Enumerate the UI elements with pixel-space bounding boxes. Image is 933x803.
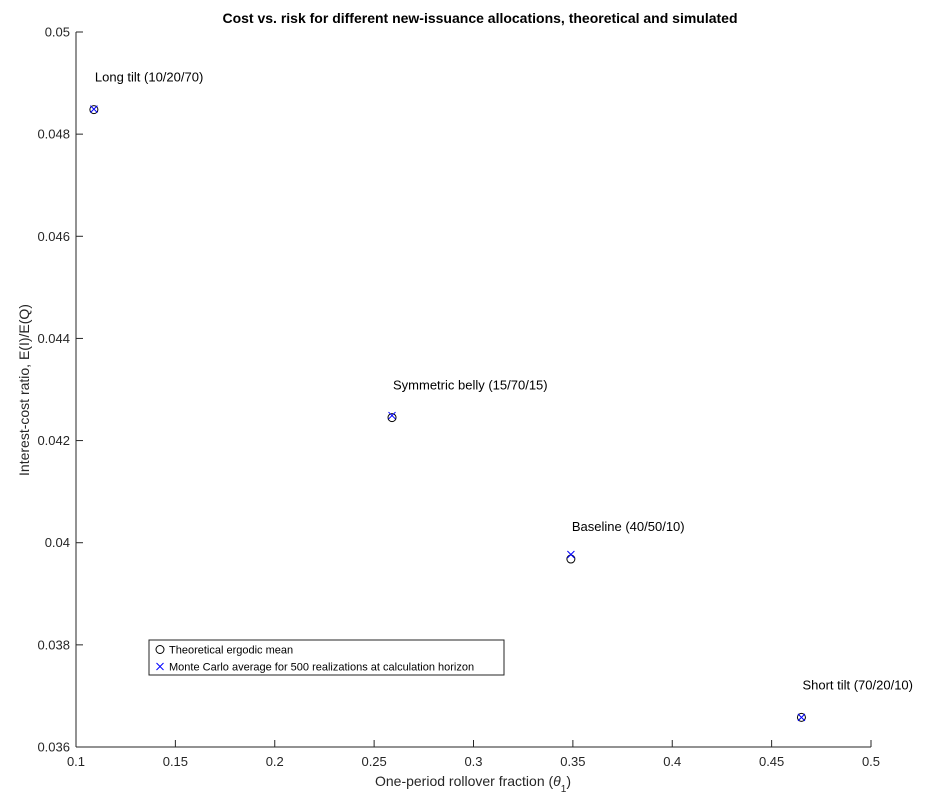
legend-box <box>148 639 505 676</box>
x-axis-label-symbol: θ <box>553 773 561 789</box>
x-axis-label-prefix: One-period rollover fraction ( <box>375 773 554 789</box>
x-tick-label: 0.2 <box>266 754 284 769</box>
point-annotation-label: Long tilt (10/20/70) <box>95 70 203 85</box>
y-tick-label: 0.044 <box>37 331 70 346</box>
x-tick-label: 0.1 <box>67 754 85 769</box>
y-axis-ticks: 0.036 0.038 0.04 0.042 0.044 0.046 0.048 0.05 <box>37 25 83 755</box>
plot-area <box>76 32 871 747</box>
point-annotations: Long tilt (10/20/70) Symmetric belly (15/… <box>95 70 913 693</box>
x-tick-label: 0.4 <box>663 754 681 769</box>
x-axis-label: One-period rollover fraction (θ1) <box>375 773 571 795</box>
y-tick-label: 0.05 <box>45 25 70 40</box>
y-tick-label: 0.042 <box>37 433 70 448</box>
legend-x-marker <box>156 662 164 671</box>
theoretical-mean-point <box>387 413 397 423</box>
y-tick-label: 0.038 <box>37 637 70 652</box>
x-tick-label: 0.35 <box>560 754 585 769</box>
data-markers <box>89 105 806 722</box>
legend-entry-monte-carlo: Monte Carlo average for 500 realizations… <box>169 662 474 674</box>
x-axis-label-subscript: 1 <box>561 784 567 795</box>
y-axis-label: Interest-cost ratio, E(I)/E(Q) <box>16 304 32 476</box>
x-tick-label: 0.15 <box>163 754 188 769</box>
x-tick-label: 0.5 <box>862 754 880 769</box>
x-axis-label-suffix: ) <box>566 773 571 789</box>
monte-carlo-point <box>388 411 396 420</box>
x-tick-label: 0.3 <box>464 754 482 769</box>
x-axis-ticks: 0.1 0.15 0.2 0.25 0.3 0.35 0.4 0.45 0.5 <box>67 740 880 769</box>
x-tick-label: 0.25 <box>361 754 386 769</box>
chart-title: Cost vs. risk for different new-issuance… <box>222 10 737 26</box>
point-annotation-label: Baseline (40/50/10) <box>572 519 685 534</box>
y-tick-label: 0.046 <box>37 229 70 244</box>
legend-circle-marker <box>155 645 165 654</box>
y-tick-label: 0.048 <box>37 127 70 142</box>
x-tick-label: 0.45 <box>759 754 784 769</box>
point-annotation-label: Short tilt (70/20/10) <box>802 677 913 692</box>
legend: Theoretical ergodic mean Monte Carlo ave… <box>148 639 505 676</box>
y-tick-label: 0.04 <box>45 535 70 550</box>
point-annotation-label: Symmetric belly (15/70/15) <box>393 378 548 393</box>
y-tick-label: 0.036 <box>37 740 70 755</box>
theoretical-mean-point <box>89 105 99 115</box>
monte-carlo-point <box>90 105 98 113</box>
monte-carlo-point <box>797 713 806 722</box>
monte-carlo-point <box>567 550 575 559</box>
legend-entry-theoretical: Theoretical ergodic mean <box>169 645 293 657</box>
theoretical-mean-point <box>796 712 806 722</box>
